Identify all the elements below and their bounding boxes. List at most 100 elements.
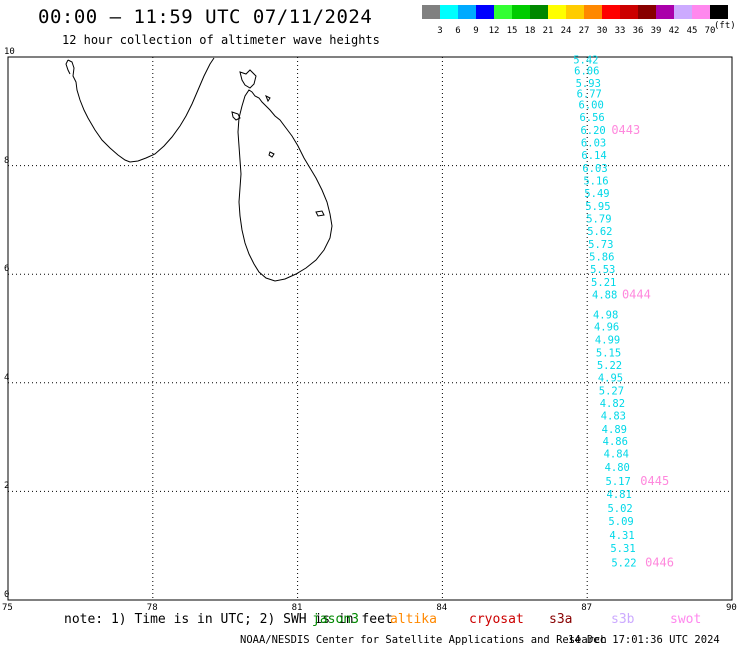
india-coast-nw <box>65 59 71 75</box>
swh-value: 5.02 <box>607 503 632 515</box>
scale-label: 12 <box>488 26 500 36</box>
islet-2 <box>315 210 325 217</box>
swh-value: 5.86 <box>589 252 614 264</box>
scale-label: 3 <box>437 26 443 36</box>
scale-label: 39 <box>650 26 662 36</box>
swh-value: 4.89 <box>602 424 627 436</box>
map-title: 00:00 – 11:59 UTC 07/11/2024 <box>38 6 373 28</box>
swh-value: 5.95 <box>585 201 610 213</box>
swh-value: 5.53 <box>590 264 615 276</box>
scale-label: 18 <box>524 26 536 36</box>
satellite-legend-item: s3b <box>611 612 635 627</box>
satellite-legend-item: altika <box>390 612 437 627</box>
timestamp: 14 Dec 17:01:36 UTC 2024 <box>568 634 720 646</box>
pass-number: 0443 <box>611 123 640 137</box>
coastline-india <box>65 57 215 163</box>
mannar-island <box>231 111 241 121</box>
swh-value: 5.62 <box>587 226 612 238</box>
scale-swatch <box>440 5 458 19</box>
lon-tick-label: 75 <box>2 603 13 613</box>
swh-value: 4.96 <box>594 322 619 334</box>
swh-value: 5.17 <box>606 476 631 488</box>
map-subtitle: 12 hour collection of altimeter wave hei… <box>62 33 380 47</box>
scale-swatch <box>548 5 566 19</box>
swh-value: 4.81 <box>607 489 632 501</box>
satellite-legend-item: cryosat <box>469 612 524 627</box>
lon-tick-label: 78 <box>146 603 158 613</box>
scale-label: 30 <box>596 26 608 36</box>
lat-tick-label: 2 <box>4 481 10 492</box>
pass-number: 0444 <box>622 288 651 302</box>
scale-swatch <box>692 5 710 19</box>
swh-value: 5.42 <box>573 55 598 67</box>
scale-label: 15 <box>506 26 518 36</box>
scale-swatch <box>584 5 602 19</box>
swh-value: 5.22 <box>597 360 622 372</box>
swh-value: 5.27 <box>599 386 624 398</box>
lon-tick-label: 90 <box>726 603 737 613</box>
islet-1 <box>268 151 275 158</box>
swh-labels: 5.426.065.936.776.006.566.206.036.146.03… <box>573 55 636 570</box>
swh-value: 4.31 <box>609 530 634 542</box>
scale-label: 9 <box>473 26 479 36</box>
lat-tick-label: 10 <box>4 47 15 57</box>
scale-swatch <box>458 5 476 19</box>
lon-tick-label: 84 <box>436 603 448 613</box>
scale-unit: (ft) <box>714 21 736 31</box>
scale-swatch <box>422 5 440 19</box>
scale-swatch <box>620 5 638 19</box>
swh-value: 4.88 <box>592 290 617 302</box>
footer-note: note: 1) Time is in UTC; 2) SWH is in fe… <box>64 612 393 627</box>
sri-lanka-coast <box>237 89 333 282</box>
pass-labels: 0443 0444 0445 0446 <box>611 123 674 569</box>
satellite-legend-item: jason3 <box>312 612 359 627</box>
scale-label: 24 <box>560 26 572 36</box>
scale-label: 27 <box>578 26 590 36</box>
scale-swatch <box>710 5 728 19</box>
scale-swatch <box>530 5 548 19</box>
scale-swatch <box>638 5 656 19</box>
swh-value: 5.15 <box>596 348 621 360</box>
jaffna-peninsula <box>239 69 257 89</box>
lon-tick-label: 81 <box>291 603 303 613</box>
scale-label: 21 <box>542 26 554 36</box>
pass-number: 0445 <box>640 474 669 488</box>
scale-swatch <box>656 5 674 19</box>
map-frame <box>7 56 733 601</box>
scale-label: 33 <box>614 26 626 36</box>
swh-value: 5.93 <box>576 78 601 90</box>
swh-value: 6.03 <box>581 138 606 150</box>
lat-tick-label: 0 <box>4 590 10 600</box>
scale-label: 45 <box>686 26 698 36</box>
swh-value: 4.84 <box>604 449 629 461</box>
swh-value: 5.79 <box>586 214 611 226</box>
swh-value: 5.22 <box>611 557 636 569</box>
swh-value: 4.83 <box>601 411 626 423</box>
swh-value: 4.82 <box>600 398 625 410</box>
swh-value: 4.95 <box>598 373 623 385</box>
pass-number: 0446 <box>645 555 674 569</box>
scale-label: 36 <box>632 26 644 36</box>
scale-swatch <box>476 5 494 19</box>
swh-value: 4.80 <box>605 462 630 474</box>
swh-value: 6.03 <box>582 163 607 175</box>
satellite-legend-item: swot <box>670 612 702 627</box>
coastline-sri-lanka <box>231 69 333 282</box>
swh-value: 6.56 <box>579 112 604 124</box>
swh-value: 4.86 <box>603 436 628 448</box>
lon-tick-label: 87 <box>581 603 593 613</box>
credit-text: NOAA/NESDIS Center for Satellite Applica… <box>240 634 607 646</box>
india-coast <box>67 57 215 163</box>
satellite-legend-item: s3a <box>549 612 573 627</box>
scale-swatch <box>674 5 692 19</box>
swh-value: 5.16 <box>583 176 608 188</box>
lat-tick-label: 4 <box>4 372 10 383</box>
swh-value: 5.09 <box>608 516 633 528</box>
swh-value: 6.14 <box>581 150 606 162</box>
lat-lon-grid <box>7 56 733 601</box>
islet-3 <box>265 94 271 103</box>
swh-value: 6.77 <box>577 89 602 101</box>
scale-swatch <box>494 5 512 19</box>
lat-tick-label: 8 <box>4 155 10 166</box>
